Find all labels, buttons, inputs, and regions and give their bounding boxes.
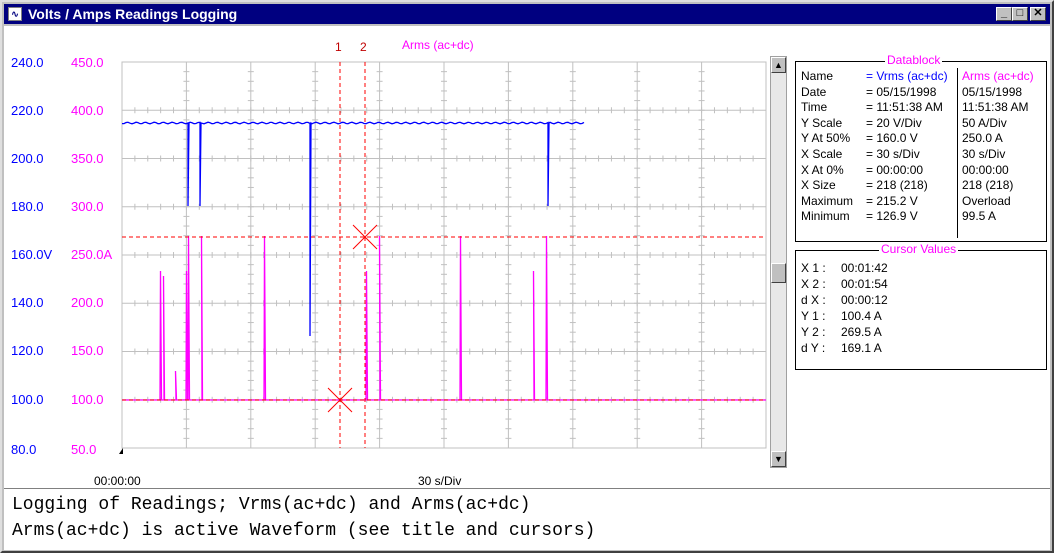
cursor-value: 00:01:42 [841, 261, 888, 275]
volts-tick: 220.0 [11, 103, 44, 118]
cursor-value: 00:01:54 [841, 277, 888, 291]
x-start-label: 00:00:00 [94, 474, 141, 488]
amps-tick: 100.0 [71, 392, 104, 407]
amps-tick: 200.0 [71, 295, 104, 310]
datablock-volts-value: = 11:51:38 AM [866, 100, 943, 114]
datablock-amps-value: 218 (218) [962, 178, 1013, 192]
datablock-amps-value: Arms (ac+dc) [962, 69, 1034, 83]
datablock-amps-value: Overload [962, 194, 1011, 208]
notes-pane[interactable]: Logging of Readings; Vrms(ac+dc) and Arm… [4, 488, 1050, 550]
volts-tick: 100.0 [11, 392, 44, 407]
amps-tick: 350.0 [71, 151, 104, 166]
cursor-value-label: Y 1 : [801, 309, 825, 323]
volts-tick: 140.0 [11, 295, 44, 310]
datablock-row-label: Y At 50% [801, 131, 850, 145]
datablock-row-label: Date [801, 85, 826, 99]
datablock-volts-value: = 126.9 V [866, 209, 918, 223]
window-title: Volts / Amps Readings Logging [28, 4, 237, 24]
amps-tick: 400.0 [71, 103, 104, 118]
datablock-volts-value: = 160.0 V [866, 131, 918, 145]
datablock-row-label: Name [801, 69, 833, 83]
maximize-button[interactable]: □ [1012, 7, 1028, 21]
datablock-row-label: X At 0% [801, 163, 844, 177]
amps-tick: 150.0 [71, 343, 104, 358]
datablock-row-label: Time [801, 100, 827, 114]
close-button[interactable]: ✕ [1030, 7, 1046, 21]
cursor-value: 00:00:12 [841, 293, 888, 307]
cursor-value-label: Y 2 : [801, 325, 825, 339]
datablock-panel: Datablock Name = Vrms (ac+dc) Arms (ac+dc)… [795, 61, 1047, 242]
datablock-amps-value: 50 A/Div [962, 116, 1007, 130]
datablock-volts-value: = 05/15/1998 [866, 85, 936, 99]
plot-area: Arms (ac+dc) 1 2 240.0 220.0 200.0 180.0… [4, 26, 1050, 488]
origin-marker [119, 448, 123, 454]
cursor-value-label: X 1 : [801, 261, 826, 275]
datablock-amps-value: 00:00:00 [962, 163, 1009, 177]
cursor-value: 100.4 A [841, 309, 882, 323]
volts-tick: 240.0 [11, 55, 44, 70]
datablock-volts-value: = 218 (218) [866, 178, 928, 192]
datablock-amps-value: 250.0 A [962, 131, 1003, 145]
datablock-row-label: X Size [801, 178, 836, 192]
scroll-down-button[interactable]: ▼ [771, 451, 786, 467]
cursor-values-panel: Cursor Values X 1 :00:01:42 X 2 :00:01:54… [795, 250, 1047, 370]
cursor-values-title: Cursor Values [879, 242, 958, 256]
title-bar[interactable]: ∿ Volts / Amps Readings Logging _ □ ✕ [4, 4, 1050, 24]
amps-tick: 250.0A [71, 247, 112, 262]
minimize-button[interactable]: _ [996, 7, 1012, 21]
amps-tick: 50.0 [71, 442, 96, 457]
volts-waveform [122, 122, 584, 336]
x-scale-label: 30 s/Div [418, 474, 461, 488]
datablock-row-label: Maximum [801, 194, 853, 208]
datablock-amps-value: 30 s/Div [962, 147, 1005, 161]
volts-tick: 180.0 [11, 199, 44, 214]
datablock-volts-value: = Vrms (ac+dc) [866, 69, 948, 83]
datablock-row-label: X Scale [801, 147, 842, 161]
datablock-row-label: Y Scale [801, 116, 842, 130]
cursor2-label: 2 [360, 40, 367, 54]
datablock-row-label: Minimum [801, 209, 850, 223]
scroll-thumb[interactable] [771, 263, 786, 283]
amps-tick: 300.0 [71, 199, 104, 214]
datablock-amps-value: 99.5 A [962, 209, 996, 223]
cursor-value: 169.1 A [841, 341, 882, 355]
scroll-up-button[interactable]: ▲ [771, 57, 786, 73]
vertical-scrollbar[interactable]: ▲ ▼ [770, 56, 787, 468]
cursor-value-label: X 2 : [801, 277, 826, 291]
cursor1-label: 1 [335, 40, 342, 54]
datablock-volts-value: = 00:00:00 [866, 163, 923, 177]
volts-tick: 120.0 [11, 343, 44, 358]
scope-icon[interactable]: ∿ [8, 7, 22, 21]
volts-tick: 160.0V [11, 247, 52, 262]
datablock-amps-value: 05/15/1998 [962, 85, 1022, 99]
datablock-amps-value: 11:51:38 AM [962, 100, 1029, 114]
waveform-title: Arms (ac+dc) [402, 38, 474, 52]
amps-tick: 450.0 [71, 55, 104, 70]
note-line-2: Arms(ac+dc) is active Waveform (see titl… [12, 521, 595, 541]
datablock-volts-value: = 215.2 V [866, 194, 918, 208]
column-divider [957, 68, 958, 238]
datablock-volts-value: = 20 V/Div [866, 116, 922, 130]
cursor-lines [119, 62, 766, 454]
note-line-1: Logging of Readings; Vrms(ac+dc) and Arm… [12, 495, 530, 515]
cursor-value: 269.5 A [841, 325, 882, 339]
datablock-volts-value: = 30 s/Div [866, 147, 920, 161]
volts-tick: 200.0 [11, 151, 44, 166]
cursor-value-label: d Y : [801, 341, 825, 355]
plot-grid [122, 62, 766, 448]
cursor-value-label: d X : [801, 293, 826, 307]
volts-tick: 80.0 [11, 442, 36, 457]
datablock-title: Datablock [885, 53, 942, 67]
